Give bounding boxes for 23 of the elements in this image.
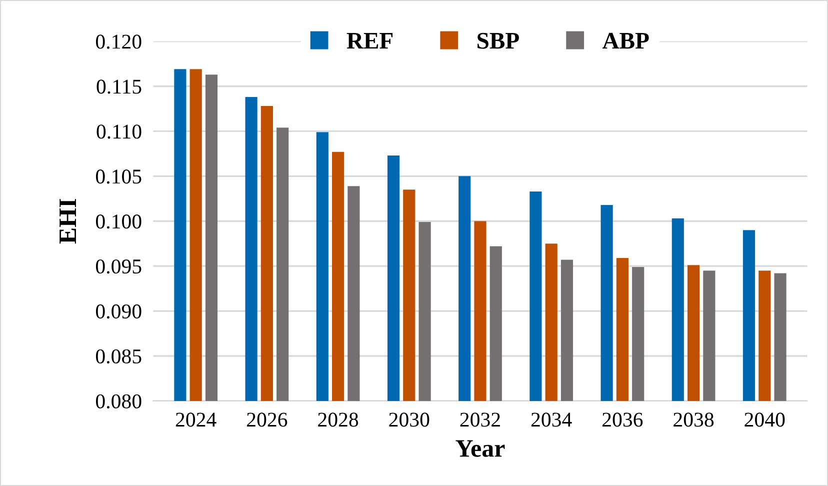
x-tick-label: 2030	[389, 412, 430, 427]
y-tick-label: 0.115	[96, 80, 142, 94]
y-tick-label: 0.110	[96, 124, 142, 139]
y-tick-label: 0.080	[96, 394, 142, 408]
y-tick-label: 0.085	[96, 349, 142, 364]
legend-label: REF	[346, 33, 393, 49]
x-tick-label: 2034	[531, 412, 572, 427]
x-tick-label: 2026	[247, 412, 288, 427]
y-tick-label: 0.095	[96, 259, 142, 274]
legend-label: ABP	[602, 32, 649, 49]
y-tick-label: 0.105	[96, 170, 142, 184]
y-tick-label: 0.090	[96, 304, 142, 319]
y-axis-title: EHI	[60, 199, 76, 244]
legend-label: SBP	[478, 32, 519, 49]
x-axis-title: Year	[456, 440, 505, 457]
x-tick-label: 2032	[460, 412, 500, 427]
y-tick-label: 0.120	[96, 34, 142, 49]
y-tick-label: 0.100	[96, 214, 142, 229]
x-tick-label: 2024	[176, 412, 216, 427]
x-tick-label: 2040	[744, 412, 785, 427]
x-tick-label: 2038	[674, 412, 714, 427]
x-tick-label: 2036	[602, 412, 643, 427]
x-tick-label: 2028	[318, 412, 358, 427]
